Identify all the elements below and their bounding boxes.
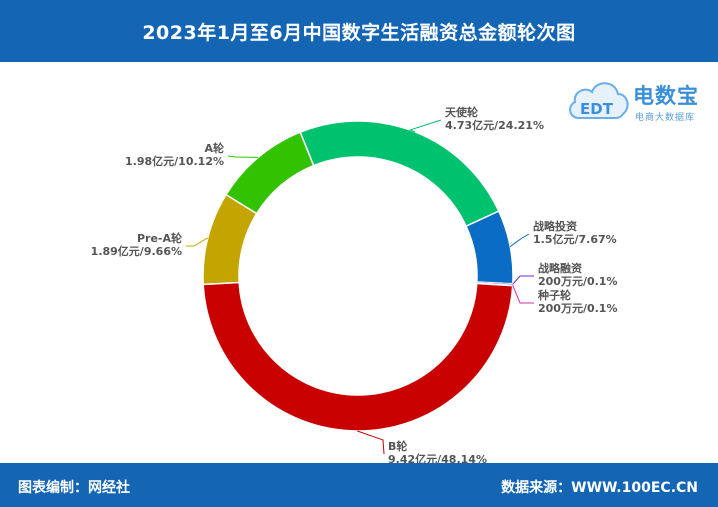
- slice-4: [202, 281, 514, 432]
- leader-line-4: [357, 430, 385, 455]
- leader-lines-group: [186, 119, 534, 455]
- slice-label-name-2: 战略融资: [538, 261, 582, 275]
- donut-chart: 天使轮4.73亿元/24.21%战略投资1.5亿元/7.67%战略融资200万元…: [91, 105, 618, 463]
- slice-label-name-0: 天使轮: [445, 105, 478, 119]
- slice-label-value-4: 9.42亿元/48.14%: [388, 452, 487, 463]
- slice-label-name-1: 战略投资: [533, 219, 577, 233]
- slice-label-value-3: 200万元/0.1%: [538, 302, 618, 315]
- leader-line-5: [186, 237, 209, 247]
- logo-brand: 电数宝: [633, 84, 699, 108]
- footer-credit: 图表编制：网经社: [18, 480, 130, 496]
- slice-label-value-1: 1.5亿元/7.67%: [533, 232, 617, 246]
- labels-group: 天使轮4.73亿元/24.21%战略投资1.5亿元/7.67%战略融资200万元…: [91, 105, 618, 463]
- slice-label-name-4: B轮: [388, 439, 407, 453]
- slice-label-value-2: 200万元/0.1%: [538, 275, 618, 288]
- slices-group: [202, 120, 514, 432]
- leader-line-6: [227, 155, 259, 158]
- cloud-icon: EDT: [569, 82, 629, 119]
- leader-line-1: [509, 233, 530, 247]
- logo: EDT 电数宝 电商大数据库: [565, 72, 715, 128]
- leader-line-0: [408, 119, 442, 133]
- footer-bar: 图表编制：网经社 数据来源：WWW.100EC.CN: [0, 463, 718, 507]
- slice-label-name-3: 种子轮: [537, 288, 571, 302]
- leader-line-2: [512, 275, 534, 285]
- header-bar: 2023年1月至6月中国数字生活融资总金额轮次图: [0, 0, 718, 62]
- leader-line-3: [512, 285, 534, 304]
- footer-source: 数据来源：WWW.100EC.CN: [501, 480, 698, 496]
- slice-label-value-0: 4.73亿元/24.21%: [445, 118, 544, 132]
- logo-subtitle: 电商大数据库: [635, 113, 696, 123]
- slice-6: [225, 131, 315, 215]
- slice-0: [299, 120, 500, 228]
- page-title: 2023年1月至6月中国数字生活融资总金额轮次图: [142, 22, 576, 44]
- slice-label-value-6: 1.98亿元/10.12%: [125, 154, 224, 168]
- slice-label-value-5: 1.89亿元/9.66%: [91, 244, 182, 258]
- logo-badge: EDT: [580, 100, 614, 118]
- slice-label-name-6: A轮: [204, 141, 224, 155]
- slice-label-name-5: Pre-A轮: [137, 231, 182, 245]
